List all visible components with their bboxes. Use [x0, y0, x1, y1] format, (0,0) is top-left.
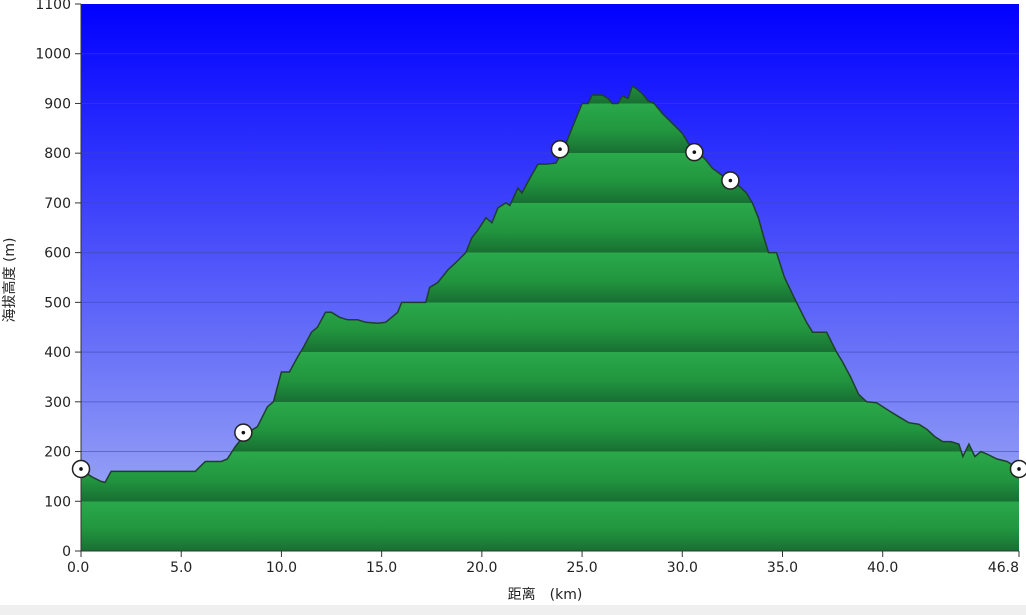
elevation-line — [81, 84, 1019, 484]
waypoint-dot — [692, 150, 697, 154]
waypoint-dot — [79, 467, 83, 471]
y-tick-label: 200 — [44, 445, 71, 461]
x-tick-label: 35.0 — [767, 560, 798, 576]
waypoint-marker[interactable] — [685, 142, 704, 162]
x-axis-title: 距离 (km) — [508, 586, 583, 603]
waypoint-marker[interactable] — [721, 171, 740, 190]
x-tick-label: 0.0 — [67, 560, 89, 576]
waypoint-dot — [241, 430, 246, 435]
y-tick-label: 500 — [44, 295, 71, 311]
y-tick-label: 700 — [44, 196, 71, 212]
x-tick-label: 20.0 — [466, 560, 497, 576]
y-tick-label: 900 — [44, 96, 71, 112]
waypoint-marker[interactable] — [234, 423, 253, 442]
x-tick-label: 5.0 — [170, 560, 192, 576]
y-tick-label: 400 — [44, 345, 71, 361]
y-tick-label: 1100 — [35, 0, 71, 13]
x-tick-label: 15.0 — [366, 560, 397, 576]
waypoint-dot — [1017, 467, 1021, 471]
y-tick-label: 1000 — [35, 47, 71, 63]
waypoint-markers — [71, 139, 1026, 479]
x-tick-label: 30.0 — [667, 560, 698, 576]
waypoint-marker[interactable] — [71, 459, 91, 479]
y-tick-label: 0 — [62, 544, 71, 560]
y-tick-label: 100 — [44, 494, 71, 510]
elevation-area — [81, 86, 1019, 551]
waypoint-marker[interactable] — [550, 139, 570, 159]
y-tick-label: 800 — [44, 146, 71, 162]
y-tick-label: 300 — [44, 395, 71, 411]
waypoint-marker[interactable] — [1009, 459, 1026, 479]
x-tick-label: 40.0 — [867, 560, 898, 576]
tick-labels: 0 100 200 300 400 500 600 700 800 900 1000 1100 0.0 5… — [35, 0, 1019, 576]
x-tick-label: 46.8 — [988, 560, 1019, 576]
x-tick-label: 10.0 — [266, 560, 297, 576]
y-tick-label: 600 — [44, 246, 71, 262]
footer-strip — [0, 605, 1026, 615]
waypoint-dot — [728, 178, 733, 183]
waypoint-dot — [558, 147, 562, 152]
x-tick-label: 25.0 — [566, 560, 597, 576]
y-axis-title: 海拔高度 (m) — [1, 237, 18, 322]
